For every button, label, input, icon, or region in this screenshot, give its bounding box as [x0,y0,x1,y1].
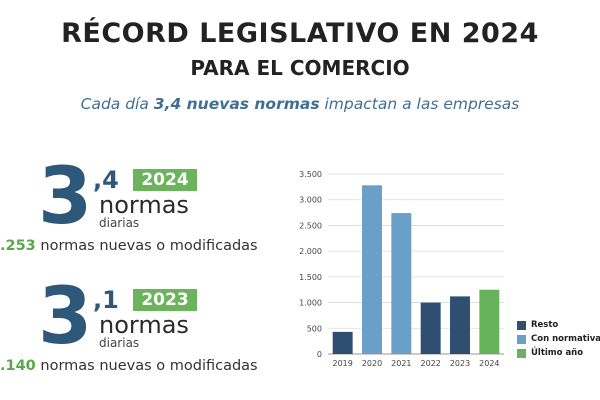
legend-swatch-resto [517,320,526,330]
legend-label: Último año [531,348,584,358]
legend-label: Resto [531,320,559,330]
stat-count-text: normas nuevas o modificadas [35,238,258,254]
stat-per: diarias [99,336,140,350]
legend-item-con-normativa: Con normativa [517,332,600,346]
bar [362,185,382,354]
bar [391,213,412,354]
legend-item-resto: Resto [517,318,600,332]
stat-count: .140 [0,358,36,374]
stat-detail: .253 normas nuevas o modificadas [0,238,258,254]
page-title: RÉCORD LEGISLATIVO EN 2024 [61,18,539,49]
stat-block-2024: 3 ,4 2024 normas diarias .253 normas nue… [0,158,290,268]
x-tick-label: 2022 [420,359,440,368]
legend-label: Con normativa [531,334,600,344]
x-tick-label: 2021 [391,359,411,368]
x-tick-label: 2019 [332,359,352,368]
bar [420,302,441,354]
x-tick-label: 2024 [479,359,499,368]
y-tick-label: 500 [307,324,322,333]
y-tick-label: 1.000 [299,299,322,308]
stat-unit: normas [99,311,189,339]
bar-chart: 0 500 1.000 1.500 2.000 2.500 3.000 3.500 2019 20… [294,164,600,374]
bar [479,289,500,354]
y-tick-label: 1.500 [299,273,322,282]
bar-chart-svg: 0 500 1.000 1.500 2.000 2.500 3.000 3.500 2019 20… [299,170,504,368]
y-tick-label: 0 [317,350,322,359]
stat-decimal: ,4 [93,166,119,194]
x-tick-label: 2020 [362,359,382,368]
subtitle-highlight: 3,4 nuevas normas [153,95,320,113]
x-tick-label: 2023 [450,359,470,368]
year-badge: 2024 [133,169,197,191]
stat-block-2023: 3 ,1 2023 normas diarias .140 normas nue… [0,278,290,388]
subtitle-prefix: Cada día [80,95,154,113]
stat-count-text: normas nuevas o modificadas [35,358,258,374]
legend-swatch-con-normativa [517,334,526,344]
stat-per: diarias [99,216,140,230]
y-tick-label: 3.500 [299,170,322,179]
stat-count: .253 [0,238,36,254]
stat-integer: 3 [38,152,93,242]
stat-integer: 3 [38,272,93,362]
subtitle: Cada día 3,4 nuevas normas impactan a la… [0,95,600,113]
legend-swatch-ultimo-anio [517,348,526,358]
year-badge: 2023 [133,289,197,311]
page-title-secondary: PARA EL COMERCIO [190,56,410,80]
y-tick-label: 2.500 [299,221,322,230]
stat-detail: .140 normas nuevas o modificadas [0,358,258,374]
subtitle-suffix: impactan a las empresas [319,95,520,113]
stat-decimal: ,1 [93,286,119,314]
stat-unit: normas [99,191,189,219]
legend-item-ultimo-anio: Último año [517,346,600,360]
chart-legend: Resto Con normativa Último año [517,318,600,360]
bar [450,296,470,354]
y-tick-label: 3.000 [299,196,322,205]
bar [332,331,353,354]
y-tick-label: 2.000 [299,247,322,256]
